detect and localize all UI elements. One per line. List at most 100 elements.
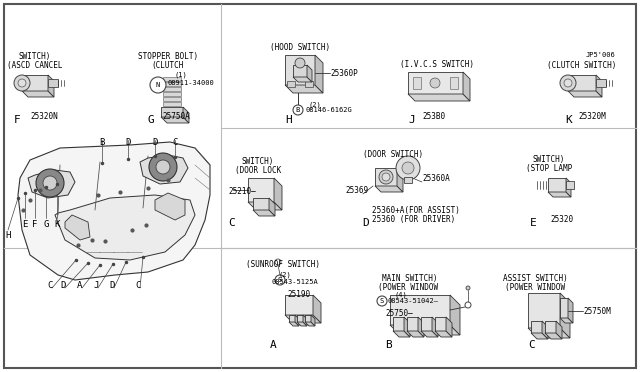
Polygon shape <box>155 193 185 220</box>
Polygon shape <box>28 170 75 198</box>
Circle shape <box>402 162 414 174</box>
Circle shape <box>275 259 281 265</box>
Text: (2): (2) <box>279 271 292 278</box>
Text: B: B <box>385 340 392 350</box>
Bar <box>296 81 300 84</box>
Polygon shape <box>22 75 48 91</box>
Polygon shape <box>285 55 315 85</box>
Text: 25320: 25320 <box>550 215 573 224</box>
Polygon shape <box>253 198 269 210</box>
Text: J: J <box>93 281 99 290</box>
Text: (CLUTCH: (CLUTCH <box>152 61 184 70</box>
Bar <box>163 97 181 101</box>
Polygon shape <box>408 94 470 101</box>
Polygon shape <box>560 298 568 318</box>
Polygon shape <box>545 321 556 333</box>
Text: G: G <box>44 220 49 229</box>
Text: C: C <box>135 281 141 290</box>
Polygon shape <box>435 331 452 337</box>
Circle shape <box>382 173 390 181</box>
Circle shape <box>560 75 576 91</box>
Polygon shape <box>566 178 571 197</box>
Polygon shape <box>285 315 321 323</box>
Polygon shape <box>22 91 54 97</box>
Text: D: D <box>125 138 131 147</box>
Text: (1): (1) <box>175 72 188 78</box>
Polygon shape <box>18 142 210 280</box>
Circle shape <box>150 77 166 93</box>
Polygon shape <box>407 331 424 337</box>
Text: G: G <box>148 115 155 125</box>
Polygon shape <box>295 315 299 326</box>
Text: C: C <box>172 138 178 147</box>
Text: ASSIST SWITCH): ASSIST SWITCH) <box>502 274 568 283</box>
Text: SWITCH): SWITCH) <box>19 52 51 61</box>
Polygon shape <box>293 65 307 77</box>
Polygon shape <box>568 298 573 323</box>
Text: 253B0: 253B0 <box>422 112 445 121</box>
Polygon shape <box>274 178 282 210</box>
Polygon shape <box>297 322 307 326</box>
Circle shape <box>43 176 57 190</box>
Polygon shape <box>397 168 403 192</box>
Text: (POWER WINDOW: (POWER WINDOW <box>378 283 438 292</box>
Text: S: S <box>380 298 384 304</box>
Polygon shape <box>293 77 312 82</box>
Polygon shape <box>446 317 452 337</box>
Circle shape <box>564 79 572 87</box>
Polygon shape <box>393 331 410 337</box>
Text: S: S <box>278 277 282 283</box>
Polygon shape <box>418 317 424 337</box>
Text: (POWER WINDOW: (POWER WINDOW <box>505 283 565 292</box>
Text: A: A <box>270 340 276 350</box>
Polygon shape <box>285 85 323 93</box>
Polygon shape <box>161 117 189 123</box>
Text: J: J <box>408 115 415 125</box>
Text: K: K <box>54 220 60 229</box>
Text: K: K <box>565 115 572 125</box>
Text: 25750M: 25750M <box>583 308 611 317</box>
Polygon shape <box>421 331 438 337</box>
Bar <box>296 77 300 80</box>
Polygon shape <box>393 317 404 331</box>
Polygon shape <box>140 155 188 184</box>
Polygon shape <box>253 210 275 216</box>
Text: SWITCH): SWITCH) <box>242 157 274 166</box>
Polygon shape <box>183 107 189 123</box>
Text: A: A <box>77 281 83 290</box>
Polygon shape <box>269 198 275 216</box>
Polygon shape <box>305 322 315 326</box>
Polygon shape <box>596 75 602 97</box>
Polygon shape <box>435 317 446 331</box>
Polygon shape <box>248 178 274 202</box>
Polygon shape <box>285 295 313 315</box>
Text: 25320M: 25320M <box>578 112 605 121</box>
Bar <box>163 102 181 106</box>
Text: MAIN SWITCH): MAIN SWITCH) <box>382 274 438 283</box>
Text: 25190: 25190 <box>287 290 310 299</box>
Text: 25360A: 25360A <box>422 174 450 183</box>
Polygon shape <box>307 65 312 82</box>
Text: D: D <box>152 138 157 147</box>
Text: D: D <box>109 281 115 290</box>
Polygon shape <box>463 72 470 101</box>
Circle shape <box>275 275 285 285</box>
Circle shape <box>293 105 303 115</box>
Text: (ASCD CANCEL: (ASCD CANCEL <box>7 61 63 70</box>
Polygon shape <box>548 192 571 197</box>
Text: N: N <box>156 82 160 88</box>
Circle shape <box>430 78 440 88</box>
Text: (2): (2) <box>308 102 321 109</box>
Text: 25750—: 25750— <box>385 308 413 317</box>
Polygon shape <box>560 318 573 323</box>
Polygon shape <box>568 91 602 97</box>
Polygon shape <box>289 315 295 322</box>
Circle shape <box>466 286 470 290</box>
Circle shape <box>36 169 64 197</box>
Text: C: C <box>528 340 535 350</box>
Text: F: F <box>32 220 38 229</box>
Text: 25360P: 25360P <box>330 70 358 78</box>
Polygon shape <box>568 75 596 91</box>
Bar <box>163 92 181 96</box>
Bar <box>566 181 574 189</box>
